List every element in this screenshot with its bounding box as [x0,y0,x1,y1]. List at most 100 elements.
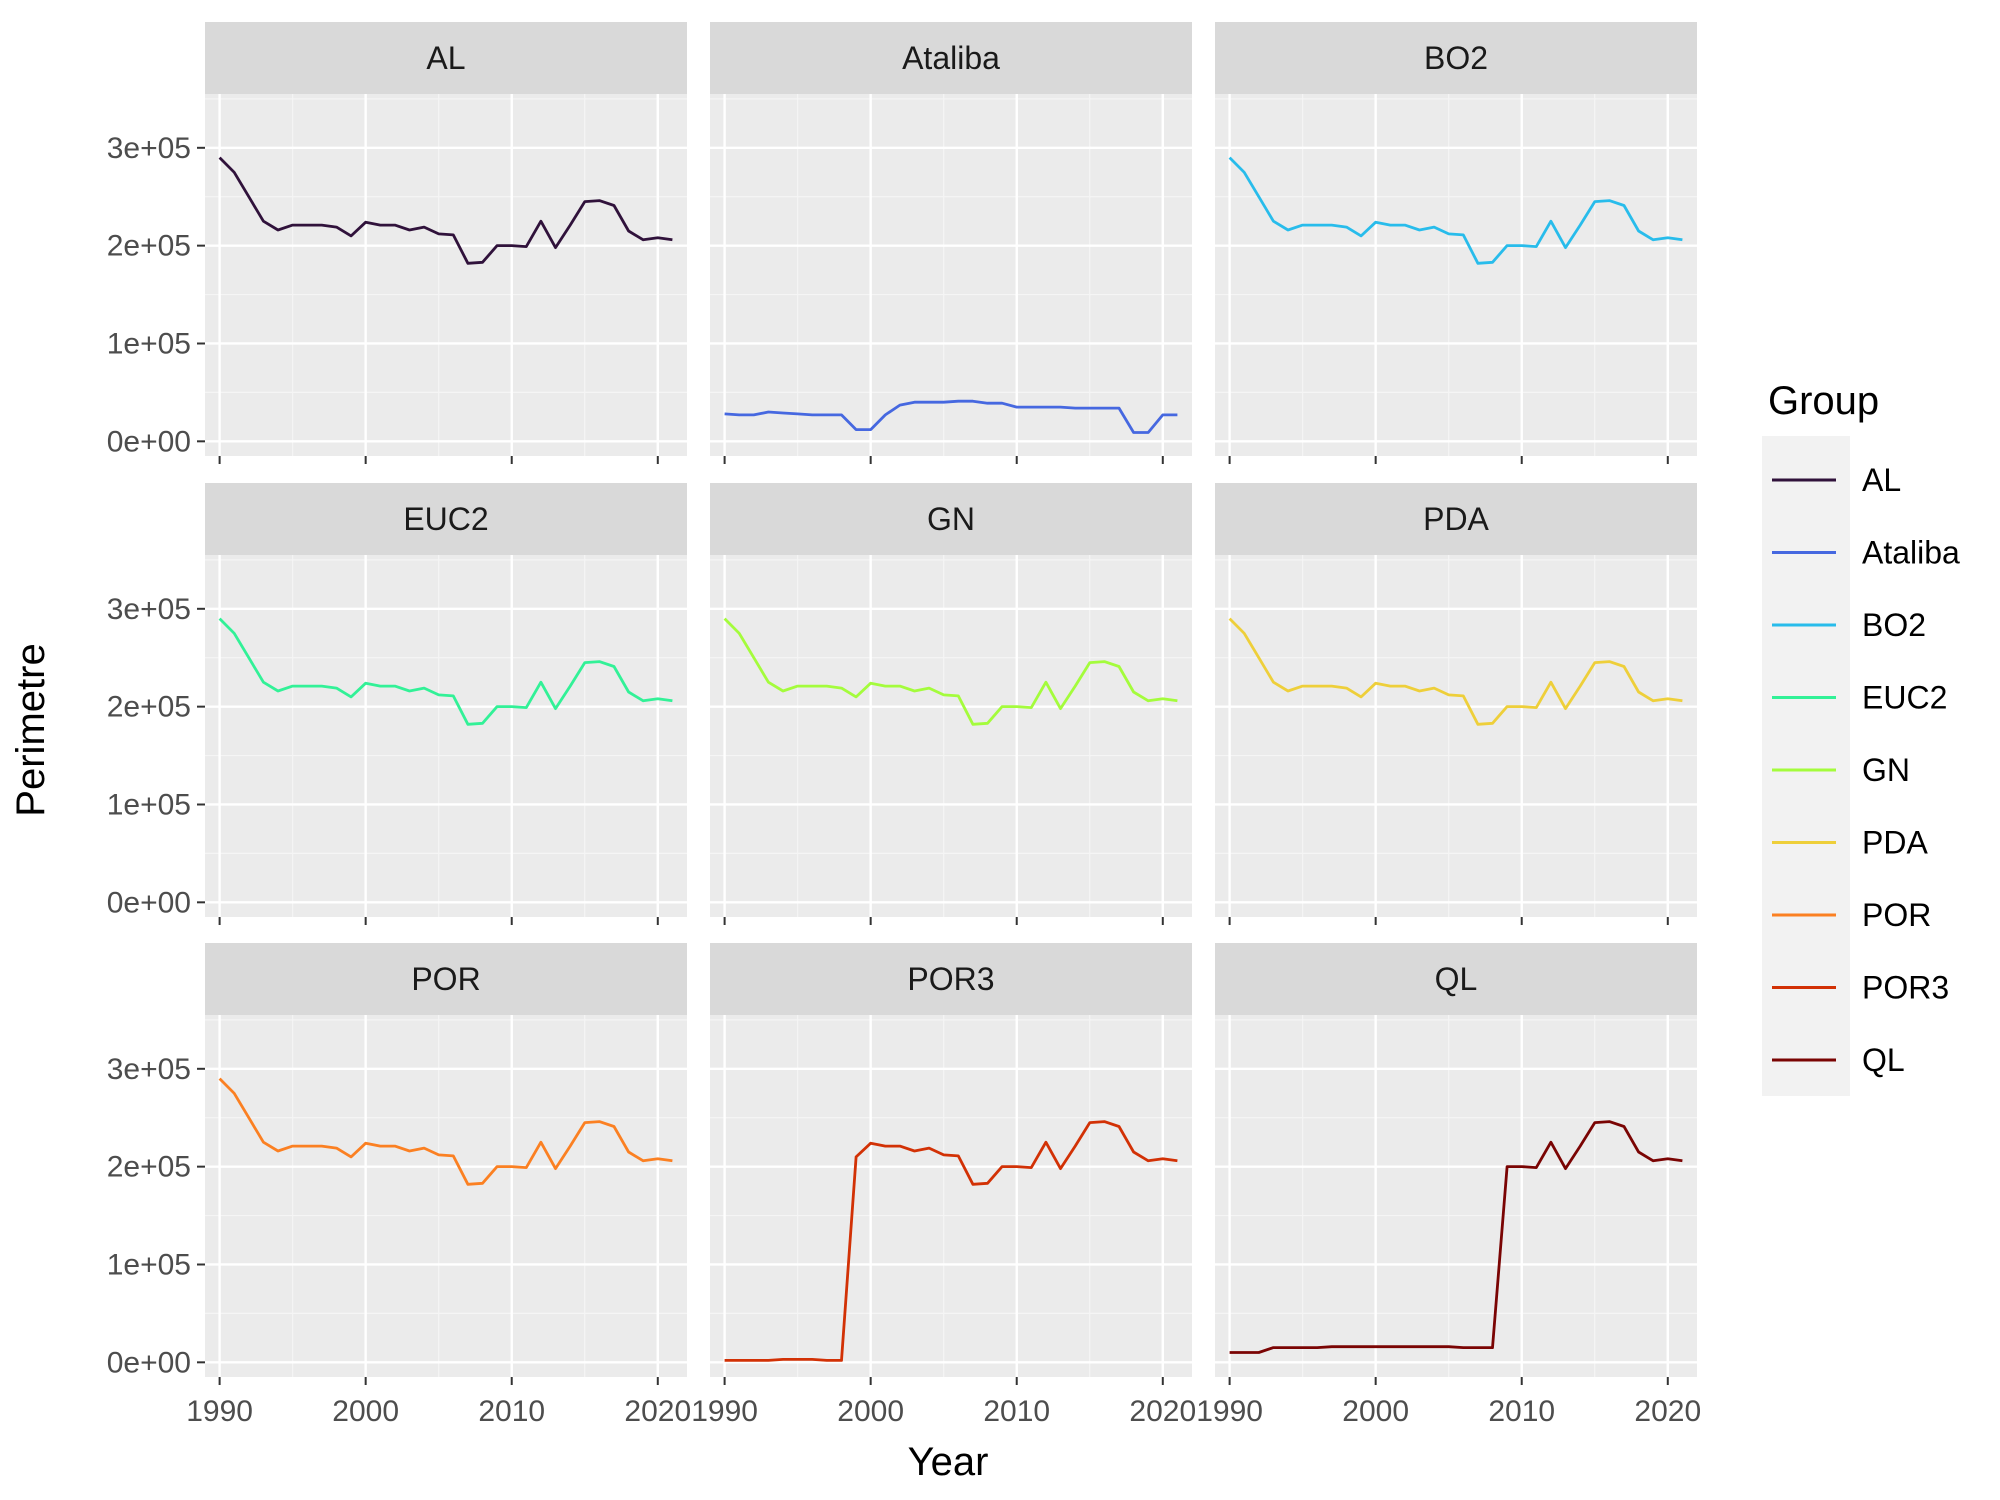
facet-strip-label: POR3 [907,961,994,997]
legend-label: EUC2 [1862,680,1947,716]
facet-strip-label: PDA [1423,501,1489,537]
facet-strip-ql [1215,943,1697,1015]
facet-strip-label: AL [426,40,465,76]
x-axis-ticks: 1990 2000 2010 2020 1990 2000 2010 2020 1990 2000… [186,456,1701,1428]
plot-background [205,1015,687,1377]
y-tick-label: 2e+05 [107,230,191,263]
gridlines [710,555,1192,917]
facet-strip-label: QL [1435,961,1478,997]
facet-strip-bo2 [1215,22,1697,94]
facet-strip-gn [710,483,1192,555]
gridlines [1215,94,1697,456]
x-tick-label: 1990 [186,1395,253,1428]
facet-strip-por3 [710,943,1192,1015]
series-line-pda [1228,617,1683,726]
legend-label: QL [1862,1042,1905,1078]
series-line-gn [723,617,1178,726]
x-tick-label: 2020 [624,1395,691,1428]
facet-strip-label: BO2 [1424,40,1488,76]
facet-strip-pda [1215,483,1697,555]
x-tick-label: 2000 [332,1395,399,1428]
legend-label: GN [1862,752,1910,788]
legend-item-pda: PDA [1772,825,1928,861]
x-tick-label: 2000 [1342,1395,1409,1428]
facet-panel-pda: PDA [1215,483,1697,917]
x-tick-label: 2010 [983,1395,1050,1428]
legend-item-al: AL [1772,462,1901,498]
plot-background [1215,94,1697,456]
y-tick-label: 3e+05 [107,593,191,626]
y-axis-title: Perimetre [9,643,53,816]
y-tick-label: 2e+05 [107,1151,191,1184]
y-tick-label: 0e+00 [107,1346,191,1379]
series-line-bo2 [1228,156,1683,265]
gridlines [205,555,687,917]
facet-panel-gn: GN [710,483,1192,917]
y-tick-label: 3e+05 [107,132,191,165]
legend-label: AL [1862,462,1901,498]
facet-panels: AL Ataliba BO2 EUC2 GN PDA POR POR3 QL [205,22,1697,1377]
facet-panel-ataliba: Ataliba [710,22,1192,456]
legend-item-por: POR [1772,897,1931,933]
plot-background [710,1015,1192,1377]
facet-strip-label: Ataliba [902,40,1000,76]
y-tick-label: 3e+05 [107,1053,191,1086]
legend-item-bo2: BO2 [1772,607,1926,643]
legend-title: Group [1768,379,1879,423]
plot-background [710,94,1192,456]
x-tick-label: 2010 [1488,1395,1555,1428]
x-tick-label: 1990 [1196,1395,1263,1428]
series-line-ataliba [724,399,1178,434]
legend-label: Ataliba [1862,535,1960,571]
facet-panel-por3: POR3 [710,943,1192,1377]
legend-label: BO2 [1862,607,1926,643]
plot-background [1215,1015,1697,1377]
legend-background [1762,436,1850,1096]
plot-background [205,94,687,456]
facet-strip-label: EUC2 [403,501,488,537]
legend-item-por3: POR3 [1772,970,1949,1006]
legend: Group AL Ataliba BO2 EUC2 GN PDA POR POR3 QL [1762,379,1960,1096]
gridlines [205,94,687,456]
legend-item-euc2: EUC2 [1772,680,1947,716]
facet-strip-label: POR [411,961,480,997]
facet-panel-ql: QL [1215,943,1697,1377]
legend-item-ql: QL [1772,1042,1905,1078]
plot-background [205,555,687,917]
x-tick-label: 2010 [478,1395,545,1428]
facet-strip-ataliba [710,22,1192,94]
x-axis-title: Year [908,1440,989,1484]
gridlines [710,1015,1192,1377]
y-axis-ticks: 0e+00 1e+05 2e+05 3e+05 0e+00 1e+05 2e+05 3e+05… [107,132,205,1379]
facet-panel-por: POR [205,943,687,1377]
series-line-al [218,156,673,265]
y-tick-label: 0e+00 [107,886,191,919]
y-tick-label: 1e+05 [107,788,191,821]
legend-label: PDA [1862,825,1928,861]
y-tick-label: 2e+05 [107,691,191,724]
gridlines [1215,555,1697,917]
y-tick-label: 1e+05 [107,327,191,360]
series-line-por [218,1077,673,1186]
legend-label: POR3 [1862,970,1949,1006]
facet-strip-label: GN [927,501,975,537]
x-tick-label: 2020 [1634,1395,1701,1428]
facet-strip-al [205,22,687,94]
facet-panel-al: AL [205,22,687,456]
facet-panel-bo2: BO2 [1215,22,1697,456]
plot-background [1215,555,1697,917]
legend-label: POR [1862,897,1931,933]
facet-strip-euc2 [205,483,687,555]
gridlines [1215,1015,1697,1377]
x-tick-label: 1990 [691,1395,758,1428]
legend-item-ataliba: Ataliba [1772,535,1960,571]
series-line-ql [1229,1120,1683,1354]
y-tick-label: 0e+00 [107,425,191,458]
x-tick-label: 2000 [837,1395,904,1428]
legend-item-gn: GN [1772,752,1910,788]
plot-background [710,555,1192,917]
series-line-euc2 [218,617,673,726]
facet-strip-por [205,943,687,1015]
y-tick-label: 1e+05 [107,1248,191,1281]
